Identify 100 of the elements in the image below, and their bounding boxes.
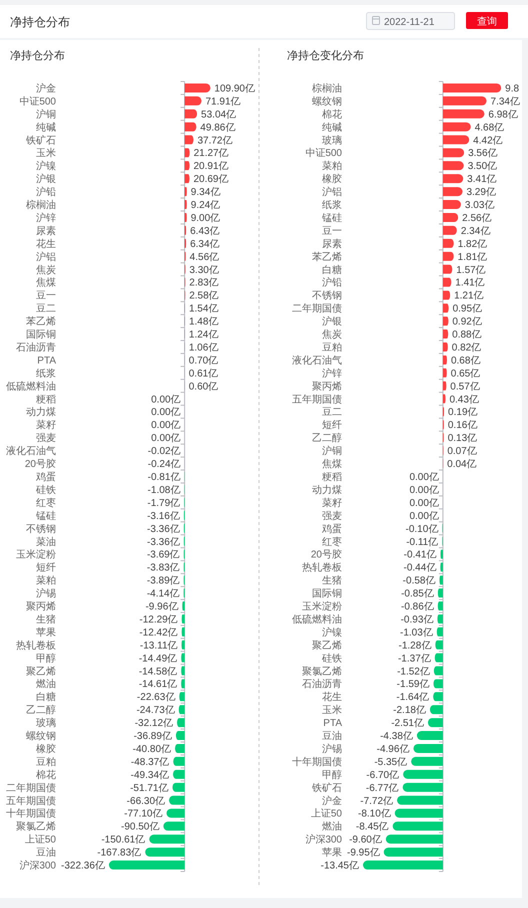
- bar: [184, 122, 196, 132]
- y-tick-label: 沪镍: [322, 626, 342, 638]
- bar: [384, 848, 443, 857]
- y-tick-label: 豆一: [322, 226, 342, 237]
- y-tick-label: 聚丙烯: [26, 600, 56, 613]
- y-tick-label: 沪铝: [322, 186, 342, 198]
- y-tick-label: 沪铝: [36, 250, 56, 263]
- data-label: 0.07亿: [447, 446, 477, 458]
- data-label: -22.63亿: [136, 692, 176, 704]
- bar: [392, 822, 443, 831]
- bar: [436, 627, 443, 636]
- bar: [437, 614, 443, 624]
- data-label: -0.41亿: [404, 550, 436, 561]
- y-tick-label: 上证50: [310, 808, 342, 820]
- data-label: 20.69亿: [193, 174, 228, 186]
- bar: [163, 822, 185, 831]
- y-tick-label: 沪银: [36, 173, 56, 186]
- y-tick-label: 尿素: [36, 224, 56, 237]
- y-tick-label: 20号胶: [310, 548, 342, 561]
- data-label: 6.43亿: [190, 226, 220, 237]
- data-label: -5.35亿: [374, 756, 408, 768]
- y-tick-label: 中证500: [305, 147, 342, 160]
- y-tick-label: 焦煤: [322, 458, 342, 470]
- y-tick-label: 沪深300: [305, 834, 342, 846]
- chart-title: 净持仓变化分布: [287, 49, 364, 62]
- bar: [184, 161, 190, 170]
- data-label: -1.64亿: [396, 692, 430, 704]
- bar: [442, 161, 464, 170]
- bar: [442, 200, 461, 210]
- y-tick-label: 动力煤: [312, 484, 342, 496]
- y-tick-label: 五年期国债: [292, 393, 342, 406]
- data-label: -90.50亿: [121, 822, 160, 833]
- bar: [184, 109, 198, 118]
- data-label: 0.95亿: [452, 304, 482, 315]
- data-label: -4.38亿: [380, 731, 413, 742]
- y-tick-label: PTA: [37, 355, 56, 366]
- y-tick-label: 甲醇: [36, 652, 56, 664]
- y-tick-label: 玻璃: [322, 134, 342, 146]
- data-label: 0.60亿: [188, 381, 218, 392]
- y-tick-label: 十年期国债: [6, 808, 56, 820]
- data-label: -0.44亿: [404, 562, 436, 574]
- data-label: 3.50亿: [468, 161, 498, 172]
- bar: [176, 731, 185, 740]
- y-tick-label: 玉米: [36, 147, 56, 160]
- bar: [184, 83, 210, 92]
- y-tick-label: 国际铜: [26, 330, 56, 341]
- data-label: 4.68亿: [474, 122, 504, 134]
- data-label: 21.27亿: [194, 148, 229, 160]
- data-label: 0.43亿: [449, 394, 479, 406]
- data-label: 1.54亿: [188, 304, 218, 315]
- bar: [172, 782, 185, 792]
- bar: [184, 96, 202, 106]
- y-tick-label: 花生: [322, 691, 342, 704]
- data-label: -14.49亿: [138, 653, 178, 664]
- bar: [173, 770, 185, 779]
- data-label: -0.81亿: [148, 472, 180, 483]
- y-tick-label: 20号胶: [24, 458, 56, 470]
- bar: [442, 316, 448, 326]
- data-label: 1.21亿: [454, 290, 484, 302]
- data-label: -3.83亿: [146, 562, 180, 574]
- y-tick-label: 国际铜: [312, 588, 342, 600]
- y-tick-label: 强麦: [36, 432, 56, 444]
- data-label: -150.61亿: [101, 834, 146, 846]
- data-label: 2.58亿: [189, 290, 219, 302]
- bar: [386, 834, 443, 844]
- bar: [166, 808, 185, 818]
- y-tick-label: 乙二醇: [26, 704, 56, 716]
- data-label: -0.10亿: [406, 524, 438, 535]
- bar: [397, 796, 443, 805]
- data-label: 49.86亿: [200, 122, 236, 134]
- data-label: -36.89亿: [134, 731, 172, 742]
- data-label: -3.69亿: [146, 550, 180, 561]
- y-tick-label: 燃油: [322, 820, 342, 833]
- data-label: -13.11亿: [140, 640, 178, 652]
- y-tick-label: 生猪: [36, 613, 56, 626]
- y-tick-label: 苯乙烯: [26, 316, 56, 328]
- bar: [411, 756, 443, 766]
- text: 2022-11-21: [384, 17, 435, 28]
- bar: [442, 174, 464, 184]
- y-tick-label: 石油沥青: [302, 678, 342, 690]
- bar: [442, 264, 452, 274]
- y-tick-label: 菜油: [36, 536, 56, 548]
- data-label: -0.85亿: [401, 588, 434, 600]
- y-tick-label: 沪锌: [322, 367, 342, 380]
- bar: [433, 692, 443, 702]
- data-label: 0.00亿: [151, 433, 181, 444]
- data-label: -0.24亿: [148, 459, 181, 470]
- data-label: -3.36亿: [147, 536, 180, 548]
- y-tick-label: 聚乙烯: [26, 665, 56, 678]
- bar: [178, 705, 185, 714]
- bar: [402, 782, 443, 792]
- data-label: 2.83亿: [189, 278, 219, 289]
- y-tick-label: 菜粕: [36, 574, 56, 587]
- y-tick-label: 豆二: [36, 304, 56, 315]
- y-tick-label: 上证50: [24, 834, 56, 846]
- y-tick-label: 甲醇: [322, 768, 342, 781]
- data-label: 3.56亿: [468, 148, 498, 160]
- y-tick-label: 燃油: [36, 678, 56, 690]
- y-tick-label: 玻璃: [36, 717, 56, 730]
- data-label: 0.61亿: [188, 368, 218, 380]
